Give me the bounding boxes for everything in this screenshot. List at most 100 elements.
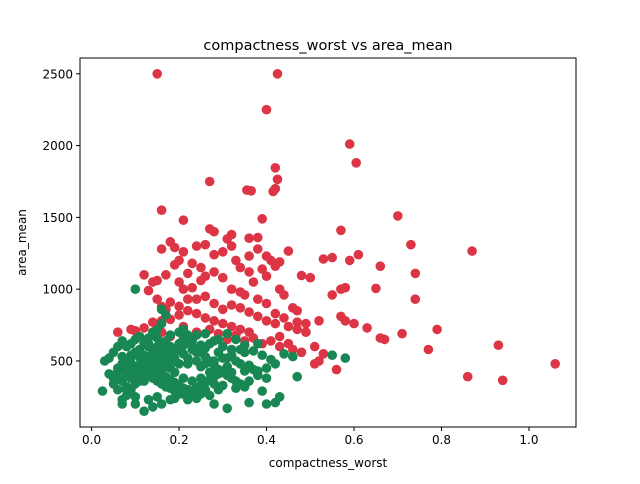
data-point-s1-15 xyxy=(222,403,232,414)
data-point-s1-191 xyxy=(174,327,184,338)
data-point-s1-217 xyxy=(218,353,228,363)
data-point-s1-2 xyxy=(97,386,108,396)
data-point-s0-149 xyxy=(266,336,276,346)
data-point-s1-152 xyxy=(161,310,171,320)
data-point-s0-21 xyxy=(222,234,232,244)
data-point-s1-205 xyxy=(117,351,127,362)
data-point-s0-26 xyxy=(336,225,346,236)
data-point-s1-183 xyxy=(204,390,215,401)
data-point-s1-62 xyxy=(266,354,276,365)
data-point-s0-162 xyxy=(336,284,346,295)
data-point-s0-17 xyxy=(178,215,189,225)
data-point-s0-103 xyxy=(139,270,149,280)
data-point-s1-161 xyxy=(231,356,241,366)
plot-frame xyxy=(79,57,577,428)
data-point-s0-152 xyxy=(296,347,307,358)
data-point-s0-69 xyxy=(261,298,272,309)
data-point-s1-180 xyxy=(169,393,180,404)
data-point-s1-10 xyxy=(156,399,167,409)
data-point-s0-90 xyxy=(218,247,228,257)
data-point-s0-43 xyxy=(432,324,442,335)
data-point-s1-220 xyxy=(252,338,263,349)
data-point-s1-192 xyxy=(187,336,197,346)
data-point-s0-2 xyxy=(261,104,272,115)
data-point-s0-5 xyxy=(270,163,281,173)
data-point-s0-7 xyxy=(204,176,215,187)
data-point-s0-11 xyxy=(268,186,278,197)
data-point-s0-67 xyxy=(279,313,289,323)
data-point-s1-158 xyxy=(200,328,211,339)
data-point-s0-50 xyxy=(497,375,508,386)
data-point-s0-46 xyxy=(379,334,390,345)
data-point-s1-22 xyxy=(279,349,289,359)
data-point-s1-182 xyxy=(196,389,206,399)
data-point-s0-4 xyxy=(351,158,362,168)
data-point-s1-154 xyxy=(152,324,162,335)
data-point-s0-73 xyxy=(226,284,237,295)
data-point-s0-3 xyxy=(344,139,355,149)
data-point-s0-113 xyxy=(209,298,219,309)
data-point-s1-201 xyxy=(152,341,162,352)
x-axis-label: compactness_worst xyxy=(269,456,388,470)
data-point-s1-7 xyxy=(130,392,141,402)
data-point-s0-98 xyxy=(187,258,197,269)
data-point-s0-131 xyxy=(183,305,193,316)
data-point-s0-36 xyxy=(410,294,421,305)
data-point-s0-111 xyxy=(191,294,202,305)
data-point-s1-198 xyxy=(196,373,206,384)
data-point-s0-82 xyxy=(174,255,184,266)
data-point-s0-150 xyxy=(274,341,285,352)
data-point-s0-91 xyxy=(226,241,237,251)
data-point-s0-32 xyxy=(296,270,307,281)
data-point-s1-131 xyxy=(104,369,114,379)
y-tick-label: 500 xyxy=(50,354,73,368)
data-point-s0-9 xyxy=(246,186,256,196)
data-point-s1-213 xyxy=(183,359,193,369)
data-point-s0-102 xyxy=(148,277,158,287)
data-point-s0-115 xyxy=(226,300,237,310)
data-point-s0-129 xyxy=(200,313,211,323)
data-point-s0-110 xyxy=(183,294,193,305)
data-point-s1-219 xyxy=(239,347,250,358)
data-point-s1-0 xyxy=(130,284,141,295)
data-point-s1-17 xyxy=(261,399,272,409)
data-point-s0-29 xyxy=(375,261,386,272)
data-point-s1-16 xyxy=(244,397,254,408)
data-point-s0-123 xyxy=(301,327,311,338)
y-tick-label: 1500 xyxy=(42,211,73,225)
data-point-s1-55 xyxy=(204,338,215,349)
data-point-s0-96 xyxy=(261,251,272,261)
x-tick-label: 1.0 xyxy=(519,433,538,447)
data-point-s1-19 xyxy=(274,392,285,402)
data-point-s0-19 xyxy=(204,224,215,234)
data-point-s1-208 xyxy=(121,370,132,381)
data-point-s0-86 xyxy=(156,244,167,254)
data-point-s0-64 xyxy=(279,290,289,300)
data-point-s1-14 xyxy=(209,399,219,409)
data-point-s0-114 xyxy=(218,304,228,315)
y-axis-label: area_mean xyxy=(15,209,29,276)
x-tick-label: 0.6 xyxy=(344,433,363,447)
data-point-s0-14 xyxy=(406,239,416,250)
data-point-s0-161 xyxy=(362,323,372,333)
data-point-s0-104 xyxy=(143,285,154,296)
data-point-s0-154 xyxy=(318,349,329,359)
data-point-s0-13 xyxy=(393,211,403,221)
y-axis-ticks: 500 1000 1500 2000 2500 xyxy=(42,67,80,368)
data-point-s0-126 xyxy=(226,321,237,332)
data-point-s1-196 xyxy=(178,373,189,384)
data-point-s0-61 xyxy=(248,277,259,287)
data-point-s0-40 xyxy=(314,316,324,326)
y-tick-label: 1000 xyxy=(42,283,73,297)
data-point-s1-216 xyxy=(209,356,219,366)
data-point-s0-62 xyxy=(261,271,272,282)
data-point-s0-59 xyxy=(257,264,268,274)
data-point-s0-117 xyxy=(244,307,254,317)
chart-title: compactness_worst vs area_mean xyxy=(203,38,452,54)
data-point-s0-88 xyxy=(200,239,211,250)
data-point-s1-8 xyxy=(139,406,149,417)
data-point-s0-48 xyxy=(493,340,504,351)
data-point-s0-28 xyxy=(344,255,355,266)
data-point-s0-130 xyxy=(191,308,202,319)
data-point-s0-75 xyxy=(209,267,219,277)
